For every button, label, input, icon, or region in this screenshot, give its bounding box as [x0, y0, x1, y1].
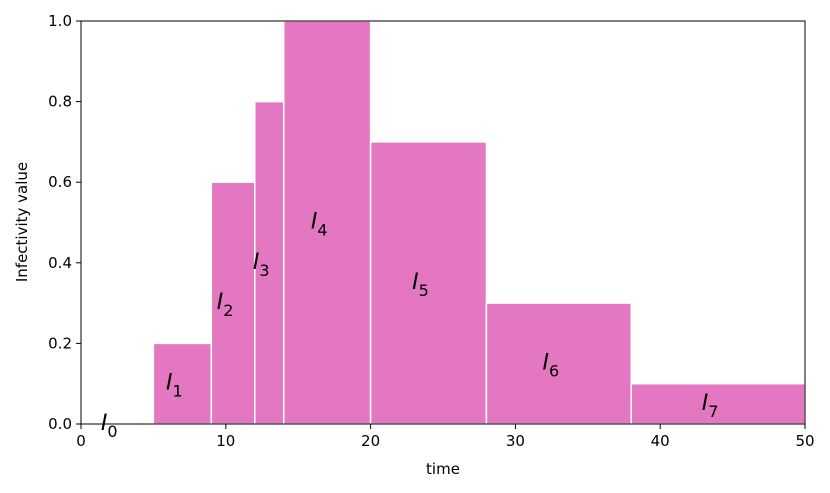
bar-annotation: I0: [101, 411, 118, 441]
annotation-subscript: 1: [173, 382, 183, 401]
bar: [369, 141, 488, 425]
annotation-text: I: [217, 290, 224, 315]
bar: [210, 181, 256, 425]
annotation-text: I: [542, 351, 549, 376]
x-tick-label: 0: [76, 432, 86, 450]
annotation-text: I: [412, 270, 419, 295]
y-axis-label: Infectivity value: [13, 162, 31, 282]
bar: [282, 20, 372, 425]
annotation-text: I: [702, 391, 709, 416]
y-tick-label: 1.0: [48, 12, 72, 30]
annotation-text: I: [253, 250, 260, 275]
bar-annotation: I3: [253, 250, 270, 280]
annotation-text: I: [311, 210, 318, 235]
annotation-subscript: 7: [708, 402, 718, 421]
annotation-subscript: 3: [259, 261, 269, 280]
bar-annotation: I2: [217, 290, 234, 320]
x-tick-label: 10: [216, 432, 235, 450]
y-tick-label: 0.2: [48, 334, 72, 352]
annotation-subscript: 0: [107, 422, 117, 441]
x-tick-label: 40: [651, 432, 670, 450]
x-axis-label: time: [426, 460, 460, 478]
x-tick-label: 30: [506, 432, 525, 450]
plot-frame: [80, 20, 806, 425]
bar: [152, 342, 213, 425]
annotation-text: I: [166, 371, 173, 396]
bar-annotation: I6: [542, 351, 559, 381]
y-tick-label: 0.0: [48, 415, 72, 433]
annotation-subscript: 5: [419, 281, 429, 300]
bar-annotation: I5: [412, 270, 429, 300]
bar: [485, 302, 632, 425]
annotation-subscript: 2: [223, 301, 233, 320]
y-tick-label: 0.6: [48, 173, 72, 191]
bar-annotation: I4: [311, 210, 328, 240]
annotation-subscript: 6: [549, 362, 559, 381]
y-tick-label: 0.8: [48, 93, 72, 111]
bar-annotation: I1: [166, 371, 183, 401]
y-tick-label: 0.4: [48, 254, 72, 272]
x-tick-label: 50: [795, 432, 814, 450]
x-tick-label: 20: [361, 432, 380, 450]
bar-annotation: I7: [702, 391, 719, 421]
annotation-subscript: 4: [317, 221, 327, 240]
